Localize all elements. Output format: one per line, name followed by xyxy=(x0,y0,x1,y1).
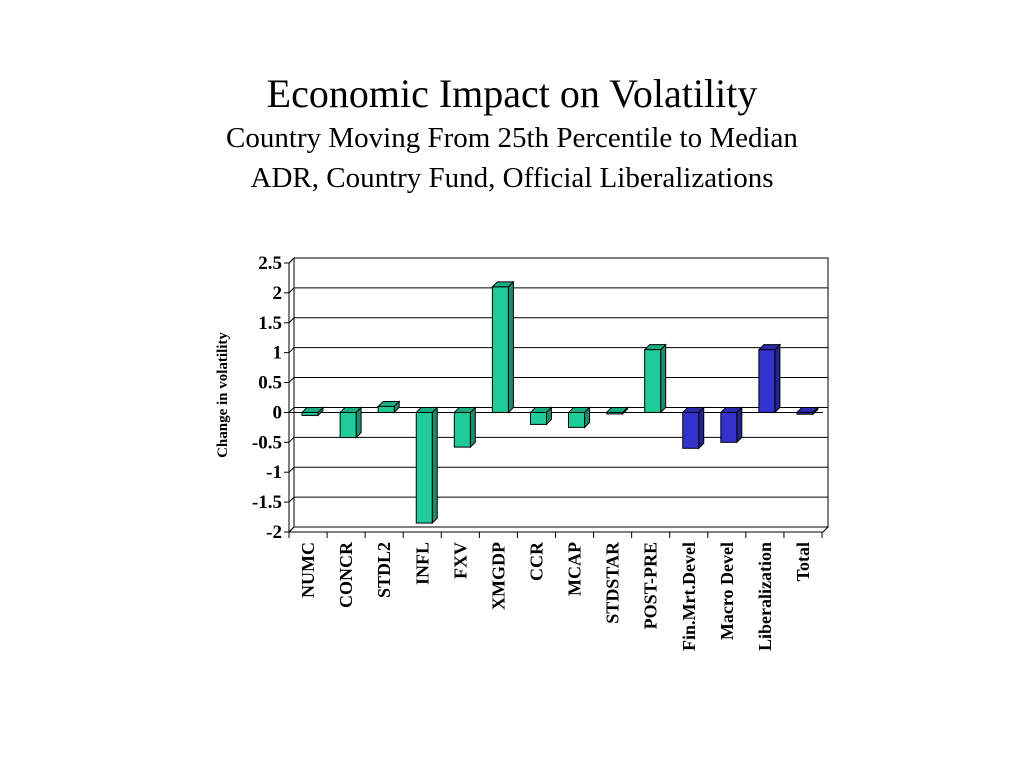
bar xyxy=(377,405,395,413)
y-axis-title: Change in volatility xyxy=(215,332,231,458)
y-tick-label: -2 xyxy=(266,522,282,543)
bar xyxy=(796,411,814,415)
bar-side xyxy=(469,406,476,449)
slide-title: Economic Impact on Volatility xyxy=(266,71,758,116)
bar-side xyxy=(431,406,438,525)
y-tick-label: 2 xyxy=(273,283,283,304)
y-tick-label: 1 xyxy=(273,343,283,364)
x-tick-label: INFL xyxy=(412,542,432,585)
plot-side-wall xyxy=(288,256,295,534)
x-tick-label: CONCR xyxy=(336,541,356,608)
bar xyxy=(720,411,738,443)
x-tick-label: Macro Devel xyxy=(717,542,737,640)
slide-subtitle-line2: ADR, Country Fund, Official Liberalizati… xyxy=(250,162,774,194)
y-tick-label: 1.5 xyxy=(258,313,282,334)
x-tick-label: XMGDP xyxy=(488,542,508,610)
y-tick-label: 0.5 xyxy=(258,373,282,394)
bar-side xyxy=(507,280,514,414)
bar xyxy=(301,411,319,416)
gridline-side xyxy=(288,436,295,443)
gridline-side xyxy=(288,377,295,383)
x-tick-label: NUMC xyxy=(298,542,318,598)
x-tick-label: CCR xyxy=(526,541,546,581)
y-tick-label: -0.5 xyxy=(252,432,282,453)
bar xyxy=(606,411,624,415)
gridline-side xyxy=(288,407,295,413)
gridline-side xyxy=(288,496,295,503)
bar xyxy=(491,286,509,413)
bar xyxy=(453,411,471,448)
gridline-side xyxy=(288,287,295,294)
bar-side xyxy=(736,406,743,444)
slide-subtitle-line1: Country Moving From 25th Percentile to M… xyxy=(226,122,798,154)
x-tick-label: Total xyxy=(793,542,813,581)
gridline-side xyxy=(288,466,295,473)
bar xyxy=(568,411,586,428)
bar xyxy=(529,411,547,425)
x-tick-label: MCAP xyxy=(565,542,585,596)
bar xyxy=(644,349,662,413)
x-tick-label: Fin.Mrt.Devel xyxy=(679,542,699,651)
x-tick-label: FXV xyxy=(450,542,470,579)
y-tick-label: 0 xyxy=(273,402,283,423)
y-tick-label: -1.5 xyxy=(252,492,282,513)
bar xyxy=(415,411,433,524)
slide-titles: Economic Impact on Volatility Country Mo… xyxy=(0,70,1024,198)
plot-floor xyxy=(287,526,830,533)
bar xyxy=(682,411,700,449)
x-tick-label: POST-PRE xyxy=(641,542,661,629)
x-tick-label: STDSTAR xyxy=(603,541,623,624)
bar-side xyxy=(774,343,781,414)
plot-back-wall xyxy=(293,257,829,528)
bar xyxy=(758,349,776,413)
bar xyxy=(339,411,357,439)
bar-side xyxy=(660,343,667,414)
gridline-side xyxy=(288,526,295,533)
y-tick-label: 2.5 xyxy=(258,253,282,274)
y-tick-label: -1 xyxy=(266,462,282,483)
gridline-side xyxy=(288,347,295,354)
gridline-side xyxy=(288,257,295,264)
x-tick-label: STDL2 xyxy=(374,542,394,598)
gridline-side xyxy=(288,317,295,324)
bar-side xyxy=(698,406,705,450)
x-tick-label: Liberalization xyxy=(755,542,775,651)
